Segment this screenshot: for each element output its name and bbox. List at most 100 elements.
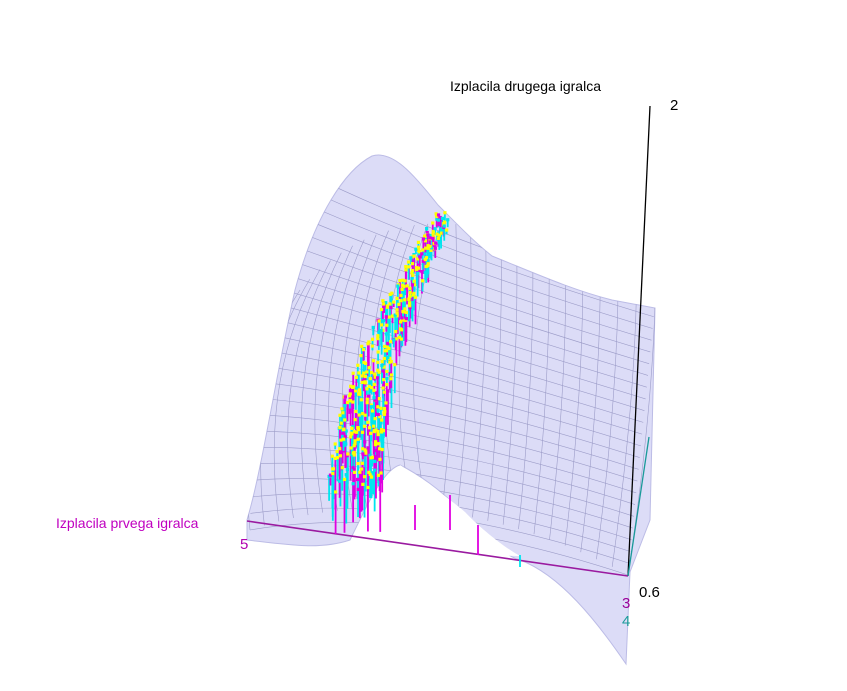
data-point: [408, 305, 412, 310]
data-point: [380, 360, 384, 364]
data-point: [339, 438, 343, 442]
data-point: [380, 418, 384, 422]
data-point: [356, 461, 360, 466]
data-point: [393, 313, 397, 317]
data-point: [426, 246, 430, 250]
data-point: [385, 382, 389, 387]
data-point: [387, 315, 391, 319]
data-point: [382, 411, 386, 415]
data-point: [341, 407, 346, 411]
data-point: [424, 256, 429, 260]
data-point: [381, 319, 386, 323]
data-point: [378, 415, 382, 419]
data-point: [437, 233, 441, 237]
data-point: [353, 418, 357, 422]
surface-grid-line: [300, 252, 342, 516]
data-point: [359, 467, 363, 471]
data-point: [371, 359, 376, 363]
data-point: [390, 291, 394, 295]
data-point: [385, 369, 389, 374]
surface-notch: [400, 465, 520, 556]
surface-grid-line: [254, 364, 640, 458]
data-point: [331, 471, 335, 476]
surface-grid-line: [472, 228, 487, 518]
data-point: [343, 418, 347, 422]
data-point: [382, 378, 386, 382]
x-axis-tick-right: 3: [622, 595, 630, 612]
data-point: [346, 452, 350, 456]
data-point: [372, 382, 376, 387]
data-points: [327, 211, 450, 494]
data-point: [363, 361, 368, 365]
data-point: [344, 473, 348, 477]
data-point: [406, 260, 411, 264]
data-point: [356, 363, 360, 367]
data-point: [386, 341, 390, 346]
data-point: [338, 425, 342, 430]
data-point: [442, 222, 446, 226]
data-point: [387, 346, 391, 351]
data-point: [403, 307, 407, 311]
surface: [246, 154, 656, 666]
data-point: [381, 302, 386, 306]
data-point: [377, 397, 381, 401]
data-point: [376, 350, 380, 354]
data-point: [369, 475, 374, 479]
data-point: [426, 249, 430, 253]
data-point: [373, 459, 377, 463]
z-axis-line: [627, 105, 651, 577]
data-point: [416, 266, 421, 270]
data-point: [442, 224, 446, 228]
data-point: [426, 262, 430, 266]
data-point: [369, 431, 373, 435]
data-point: [372, 396, 376, 400]
data-point: [365, 370, 369, 374]
data-point: [436, 218, 440, 222]
data-point: [376, 337, 380, 341]
data-point: [352, 453, 356, 457]
data-point: [429, 246, 434, 250]
data-point: [385, 349, 389, 353]
data-point: [365, 401, 369, 405]
data-point: [400, 318, 404, 322]
data-point: [333, 456, 337, 461]
data-point: [369, 403, 373, 407]
data-point: [376, 409, 380, 413]
data-point: [341, 437, 346, 441]
data-point: [365, 387, 369, 391]
data-point: [357, 371, 361, 375]
data-point: [410, 262, 415, 266]
data-point: [354, 375, 358, 379]
data-point: [410, 271, 414, 275]
data-point: [385, 345, 389, 349]
surface-grid-line: [487, 231, 502, 521]
data-point: [349, 384, 353, 388]
data-point: [331, 467, 336, 471]
data-point: [386, 389, 390, 393]
data-point: [402, 284, 406, 289]
data-point: [426, 233, 430, 237]
surface-grid-line: [253, 414, 637, 494]
data-point: [368, 453, 372, 458]
data-point: [378, 457, 382, 461]
data-point: [377, 319, 381, 323]
data-point: [344, 429, 348, 433]
data-point: [436, 213, 441, 217]
data-point: [362, 475, 367, 479]
data-point: [338, 447, 342, 451]
data-point: [421, 237, 425, 241]
surface-grid-line: [257, 248, 649, 376]
data-point: [376, 360, 380, 364]
data-point: [399, 320, 403, 324]
surface-grid-line: [255, 314, 644, 423]
surface-grid-line: [252, 430, 636, 505]
surface-grid-line: [252, 447, 634, 517]
data-point: [350, 432, 354, 436]
data-point: [363, 381, 368, 385]
data-point: [371, 325, 375, 330]
data-point: [400, 316, 404, 320]
surface-grid-line: [253, 381, 639, 470]
data-point: [348, 389, 353, 393]
data-point: [426, 244, 430, 248]
data-point: [352, 470, 357, 474]
